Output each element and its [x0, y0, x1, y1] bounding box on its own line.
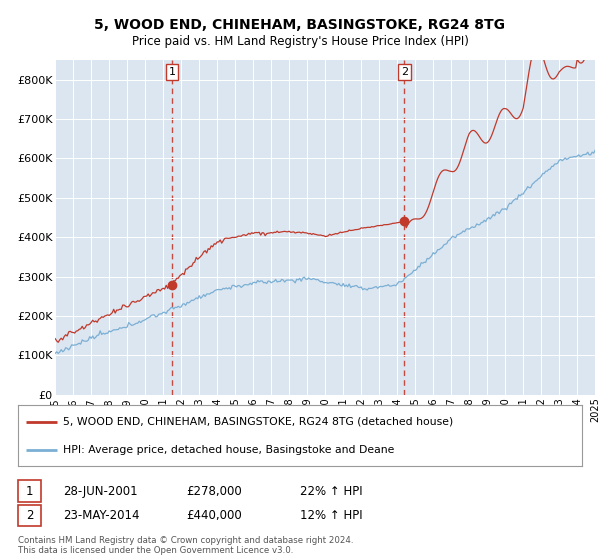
Text: 5, WOOD END, CHINEHAM, BASINGSTOKE, RG24 8TG (detached house): 5, WOOD END, CHINEHAM, BASINGSTOKE, RG24… — [63, 417, 454, 427]
Text: 23-MAY-2014: 23-MAY-2014 — [63, 508, 139, 522]
Text: £278,000: £278,000 — [186, 484, 242, 498]
Text: 22% ↑ HPI: 22% ↑ HPI — [300, 484, 362, 498]
Text: £440,000: £440,000 — [186, 508, 242, 522]
Text: Contains HM Land Registry data © Crown copyright and database right 2024.
This d: Contains HM Land Registry data © Crown c… — [18, 536, 353, 555]
Text: 28-JUN-2001: 28-JUN-2001 — [63, 484, 137, 498]
Text: HPI: Average price, detached house, Basingstoke and Deane: HPI: Average price, detached house, Basi… — [63, 445, 394, 455]
Text: 2: 2 — [401, 67, 408, 77]
Text: Price paid vs. HM Land Registry's House Price Index (HPI): Price paid vs. HM Land Registry's House … — [131, 35, 469, 49]
Text: 2: 2 — [26, 508, 33, 522]
Text: 1: 1 — [169, 67, 176, 77]
Text: 1: 1 — [26, 484, 33, 498]
Text: 12% ↑ HPI: 12% ↑ HPI — [300, 508, 362, 522]
Text: 5, WOOD END, CHINEHAM, BASINGSTOKE, RG24 8TG: 5, WOOD END, CHINEHAM, BASINGSTOKE, RG24… — [95, 18, 505, 32]
